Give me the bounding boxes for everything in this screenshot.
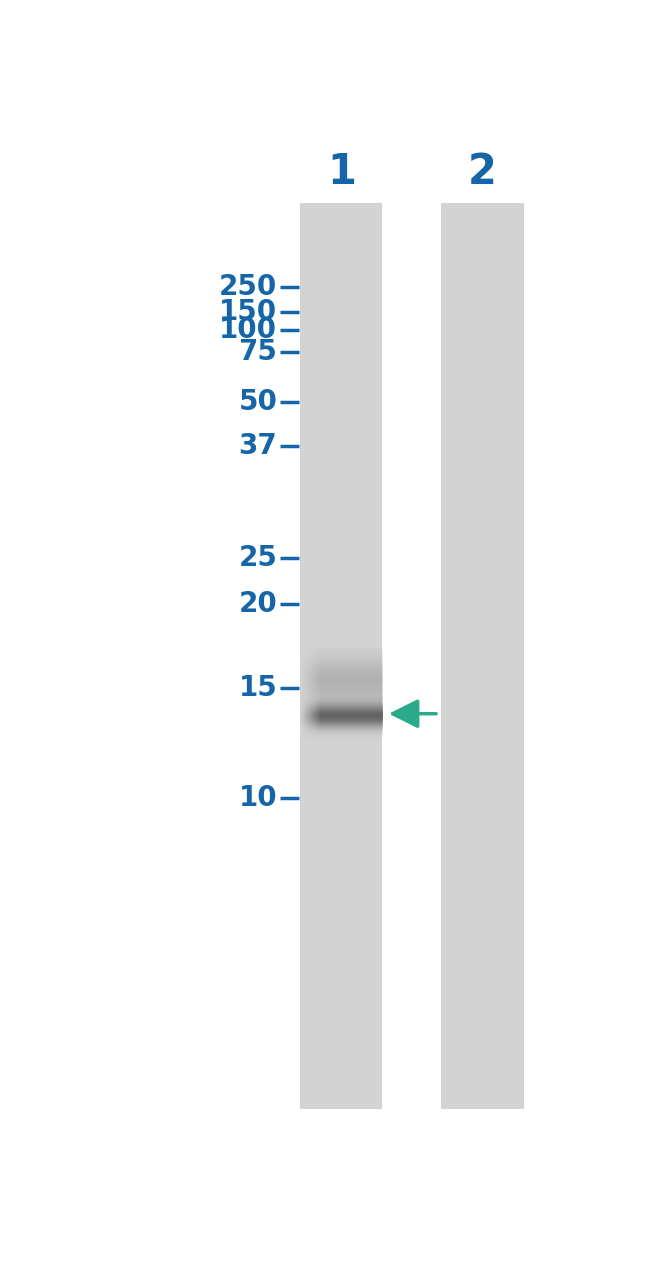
Text: 10: 10	[239, 784, 277, 812]
Text: 25: 25	[239, 545, 277, 573]
Text: 50: 50	[239, 387, 277, 415]
Text: 75: 75	[239, 338, 277, 366]
Bar	[300, 203, 382, 1109]
Bar	[441, 203, 523, 1109]
Text: 1: 1	[327, 151, 356, 193]
Text: 100: 100	[219, 316, 277, 344]
Text: 37: 37	[239, 432, 277, 460]
Text: 150: 150	[219, 297, 277, 326]
Text: 250: 250	[219, 273, 277, 301]
Text: 15: 15	[239, 674, 277, 702]
Text: 2: 2	[468, 151, 497, 193]
Text: 20: 20	[239, 591, 277, 618]
